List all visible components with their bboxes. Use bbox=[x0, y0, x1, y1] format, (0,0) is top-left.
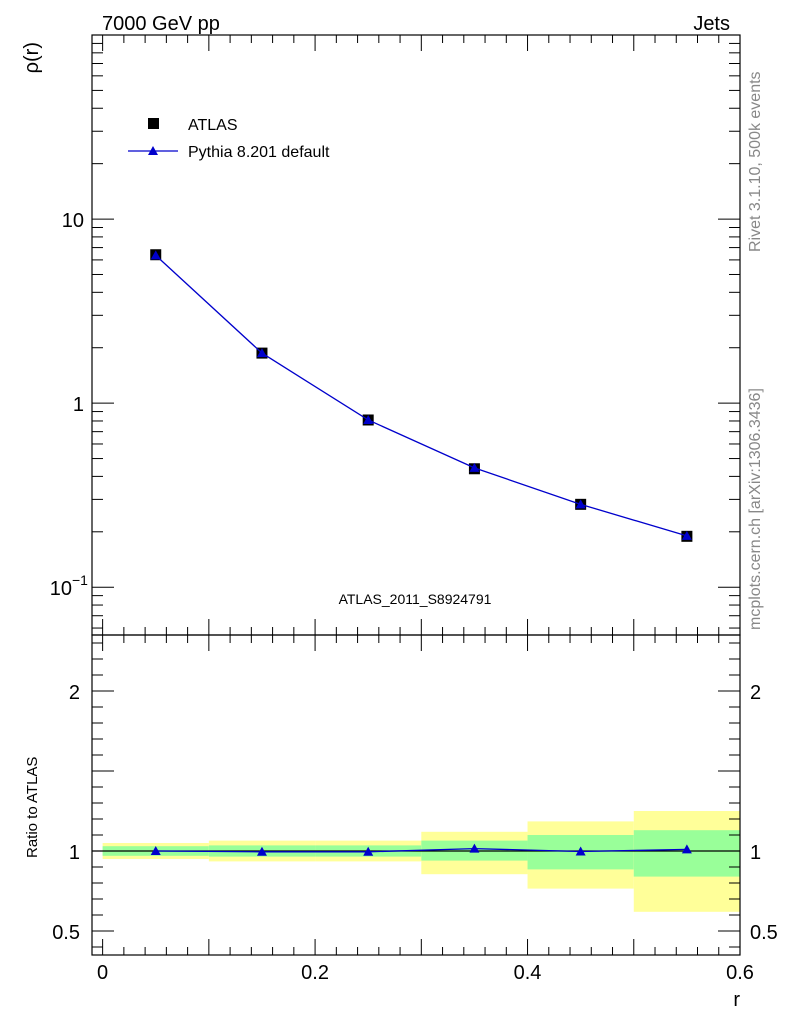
header-left-label: 7000 GeV pp bbox=[102, 13, 220, 35]
ratio-y-axis-label: Ratio to ATLAS bbox=[24, 757, 41, 858]
y-tick-label-right: 0.5 bbox=[750, 922, 778, 944]
legend-label-pythia: Pythia 8.201 default bbox=[188, 144, 330, 161]
data-point-pythia bbox=[575, 499, 586, 509]
series-line-pythia bbox=[155, 254, 688, 537]
ratio-point-pythia bbox=[150, 846, 161, 855]
data-point-pythia bbox=[256, 348, 267, 358]
ratio-point-pythia bbox=[363, 846, 374, 856]
y-tick-label: 10 bbox=[50, 578, 72, 600]
y-tick-label: 0.5 bbox=[52, 922, 80, 944]
ratio-point-pythia bbox=[469, 843, 480, 853]
ratio-point-pythia bbox=[681, 844, 692, 854]
ratio-panel: 0 0.2 0.4 0.6 r 0.5 0.5 1 1 2 2 Ratio to ATLAS bbox=[24, 634, 778, 1011]
analysis-id-label: ATLAS_2011_S8924791 bbox=[339, 591, 492, 607]
y-tick-label: 1 bbox=[73, 394, 84, 416]
y-axis-label: ρ(r) bbox=[21, 42, 43, 73]
legend-marker-pythia bbox=[148, 146, 158, 155]
y-tick-label: 1 bbox=[69, 842, 80, 864]
data-point-pythia bbox=[363, 414, 374, 424]
ratio-point-pythia bbox=[575, 846, 586, 856]
data-point-pythia bbox=[469, 462, 480, 472]
legend-marker-atlas bbox=[148, 118, 159, 129]
x-tick-label: 0 bbox=[97, 962, 108, 984]
header-right-label: Jets bbox=[693, 13, 730, 35]
ratio-point-pythia bbox=[256, 846, 267, 856]
mcplots-label: mcplots.cern.ch [arXiv:1306.3436] bbox=[747, 388, 764, 630]
ratio-frame bbox=[91, 634, 741, 956]
y-tick-label: 10 bbox=[62, 210, 84, 232]
legend: ATLAS Pythia 8.201 default bbox=[128, 117, 330, 161]
ratio-line-pythia bbox=[155, 847, 687, 853]
legend-label-atlas: ATLAS bbox=[188, 117, 238, 134]
x-tick-label: 0.6 bbox=[726, 962, 754, 984]
rivet-version-label: Rivet 3.1.10, 500k events bbox=[747, 71, 764, 252]
y-tick-label-right: 1 bbox=[750, 842, 761, 864]
y-tick-label-right: 2 bbox=[750, 682, 761, 704]
x-tick-label: 0.4 bbox=[514, 962, 542, 984]
y-tick-label: 2 bbox=[69, 682, 80, 704]
data-point-pythia bbox=[150, 250, 161, 260]
x-tick-label: 0.2 bbox=[301, 962, 329, 984]
y-tick-label-exponent: −1 bbox=[72, 572, 88, 588]
x-axis-label: r bbox=[733, 989, 740, 1011]
data-point-pythia bbox=[681, 530, 692, 540]
